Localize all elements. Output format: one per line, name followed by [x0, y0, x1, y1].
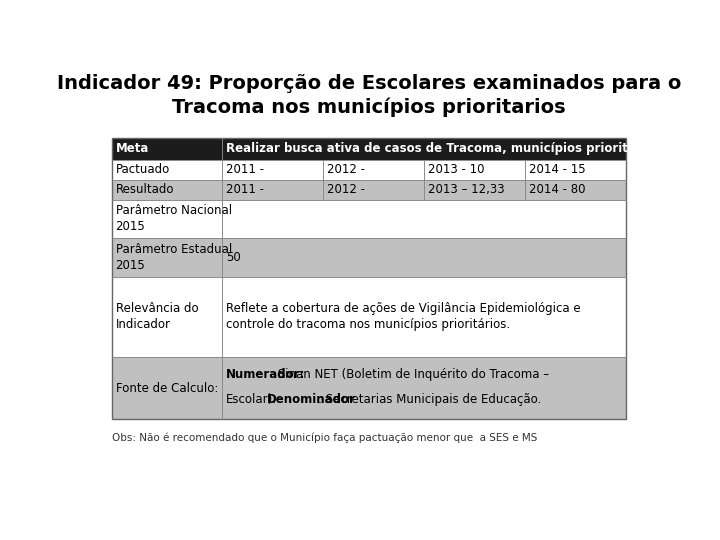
Text: Fonte de Calculo:: Fonte de Calculo:: [116, 382, 218, 395]
Bar: [424, 179, 526, 200]
Bar: [424, 159, 526, 179]
Text: 50: 50: [226, 251, 241, 264]
Text: Relevância do
Indicador: Relevância do Indicador: [116, 302, 198, 332]
Bar: [112, 357, 222, 419]
Text: 2012 -: 2012 -: [327, 163, 365, 176]
Bar: [222, 238, 626, 276]
Bar: [112, 238, 222, 276]
Bar: [112, 138, 222, 159]
Text: 2012 -: 2012 -: [327, 183, 365, 196]
Bar: [112, 200, 222, 238]
Text: Denominador: Denominador: [266, 393, 356, 406]
Text: Tracoma nos municípios prioritarios: Tracoma nos municípios prioritarios: [172, 97, 566, 117]
Text: Resultado: Resultado: [116, 183, 174, 196]
Bar: [222, 159, 323, 179]
Bar: [222, 138, 626, 159]
Text: 2013 – 12,33: 2013 – 12,33: [428, 183, 505, 196]
Text: Reflete a cobertura de ações de Vigilância Epidemiológica e
controle do tracoma : Reflete a cobertura de ações de Vigilânc…: [226, 302, 581, 332]
Text: Numerador:: Numerador:: [226, 368, 305, 381]
Text: Meta: Meta: [116, 142, 149, 155]
Text: 2014 - 80: 2014 - 80: [529, 183, 585, 196]
Bar: [222, 357, 626, 419]
Text: Sinan NET (Boletim de Inquérito do Tracoma –: Sinan NET (Boletim de Inquérito do Traco…: [274, 368, 549, 381]
Text: Indicador 49: Proporção de Escolares examinados para o: Indicador 49: Proporção de Escolares exa…: [57, 74, 681, 93]
Bar: [222, 179, 323, 200]
Bar: [222, 276, 626, 357]
Bar: [323, 179, 424, 200]
Text: Realizar busca ativa de casos de Tracoma, municípios prioritários..: Realizar busca ativa de casos de Tracoma…: [226, 142, 670, 155]
Text: 2011 -: 2011 -: [226, 183, 264, 196]
Text: 2011 -: 2011 -: [226, 163, 264, 176]
Text: Obs: Não é recomendado que o Município faça pactuação menor que  a SES e MS: Obs: Não é recomendado que o Município f…: [112, 433, 537, 443]
Text: Pactuado: Pactuado: [116, 163, 170, 176]
Bar: [112, 179, 222, 200]
Text: : Secretarias Municipais de Educação.: : Secretarias Municipais de Educação.: [318, 393, 541, 406]
Text: Escolar).: Escolar).: [226, 393, 277, 406]
Text: 2013 - 10: 2013 - 10: [428, 163, 485, 176]
Bar: [112, 276, 222, 357]
Text: Parâmetro Nacional
2015: Parâmetro Nacional 2015: [116, 204, 232, 233]
Text: 2014 - 15: 2014 - 15: [529, 163, 586, 176]
Bar: [112, 159, 222, 179]
Text: Parâmetro Estadual
2015: Parâmetro Estadual 2015: [116, 243, 232, 272]
Bar: [526, 179, 626, 200]
Bar: [222, 200, 626, 238]
Bar: [323, 159, 424, 179]
Bar: [112, 138, 626, 419]
Bar: [526, 159, 626, 179]
